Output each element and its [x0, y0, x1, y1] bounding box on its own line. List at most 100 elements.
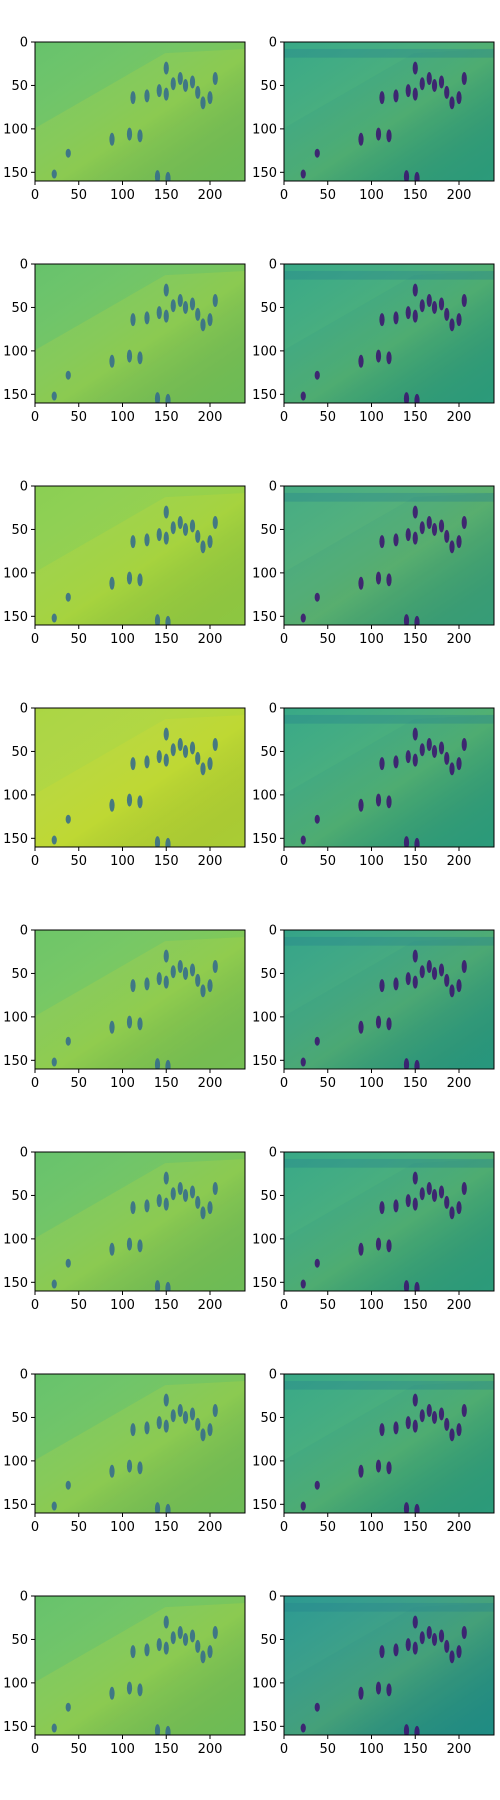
- figure-blob: [165, 393, 171, 403]
- figure-blob: [426, 959, 432, 973]
- figure-blob: [144, 89, 150, 103]
- y-tick-label: 0: [20, 480, 28, 495]
- figure-blob: [438, 1407, 445, 1421]
- y-tick-label: 150: [252, 166, 277, 181]
- figure-blob: [414, 1725, 420, 1735]
- figure-blob: [200, 96, 206, 110]
- heatmap-image: [35, 1596, 245, 1735]
- panel-r5-c2: 0 50 100 150 200 0 50 100 150: [252, 924, 495, 1091]
- figure-blob: [170, 77, 176, 91]
- figure-blob: [212, 737, 218, 751]
- y-tick-label: 0: [20, 1146, 28, 1161]
- figure-blob: [51, 613, 57, 623]
- y-tick-label: 100: [252, 1454, 277, 1469]
- figure-blob: [144, 533, 150, 547]
- figure-blob: [414, 171, 420, 181]
- x-tick-label: 0: [280, 410, 288, 425]
- figure-blob: [431, 966, 438, 980]
- axes-frame: [34, 1151, 246, 1292]
- figure-blob: [109, 354, 115, 368]
- y-tick-label: 100: [3, 122, 28, 137]
- figure-blob: [144, 1643, 150, 1657]
- heatmap-image: [284, 1596, 494, 1735]
- x-tick-label: 100: [359, 1298, 384, 1313]
- x-tick-label: 200: [447, 1520, 472, 1535]
- figure-blob: [431, 522, 438, 536]
- axes-frame: [34, 1373, 246, 1514]
- x-tick-label: 0: [280, 188, 288, 203]
- figure-blob: [403, 1502, 410, 1513]
- figure-blob: [412, 1197, 418, 1211]
- figure-blob: [414, 393, 420, 403]
- figure-blob: [419, 77, 425, 91]
- figure-blob: [393, 1421, 399, 1435]
- figure-blob: [414, 1503, 420, 1513]
- figure-blob: [444, 307, 450, 321]
- image-shading: [284, 1152, 494, 1291]
- figure-blob: [154, 614, 161, 625]
- heatmap-image: [35, 1152, 245, 1291]
- x-tick-label: 50: [70, 1520, 87, 1535]
- x-tick-label: 100: [359, 1742, 384, 1757]
- figure-blob: [375, 1681, 382, 1695]
- figure-blob: [65, 370, 71, 380]
- x-tick-label: 100: [110, 410, 135, 425]
- x-tick-label: 150: [154, 854, 179, 869]
- figure-blob: [163, 531, 169, 545]
- x-tick-label: 150: [403, 854, 428, 869]
- figure-blob: [456, 535, 462, 549]
- figure-blob: [156, 528, 162, 542]
- x-tick-label: 200: [447, 1076, 472, 1091]
- axes-frame: [34, 1595, 246, 1736]
- axes-frame: [34, 707, 246, 848]
- figure-blob: [51, 1501, 57, 1511]
- figure-blob: [412, 1393, 418, 1407]
- figure-blob: [163, 1419, 169, 1433]
- panel-r4-c1: 0 50 100 150 200 0 50 100 150: [3, 702, 246, 869]
- figure-blob: [456, 1645, 462, 1659]
- x-tick-label: 50: [70, 632, 87, 647]
- figure-blob: [109, 1020, 115, 1034]
- figure-blob: [386, 129, 392, 143]
- x-tick-label: 150: [154, 188, 179, 203]
- figure-blob: [412, 283, 418, 297]
- panel-r4-c2: 0 50 100 150 200 0 50 100 150: [252, 702, 495, 869]
- x-tick-label: 50: [319, 632, 336, 647]
- figure-blob: [212, 293, 218, 307]
- figure-blob: [212, 515, 218, 529]
- figure-blob: [426, 293, 432, 307]
- figure-blob: [51, 391, 57, 401]
- heatmap-image: [284, 42, 494, 181]
- figure-blob: [182, 1188, 189, 1202]
- figure-blob: [449, 96, 455, 110]
- figure-blob: [405, 528, 411, 542]
- figure-blob: [300, 835, 306, 845]
- figure-blob: [109, 1464, 115, 1478]
- figure-blob: [207, 313, 213, 327]
- y-tick-label: 150: [3, 1720, 28, 1735]
- x-tick-label: 100: [359, 1076, 384, 1091]
- y-tick-label: 150: [3, 1276, 28, 1291]
- figure-blob: [300, 1723, 306, 1733]
- y-tick-label: 150: [252, 1498, 277, 1513]
- figure-blob: [130, 313, 136, 327]
- y-tick-label: 150: [252, 388, 277, 403]
- figure-blob: [177, 959, 183, 973]
- figure-blob: [456, 979, 462, 993]
- y-tick-label: 0: [20, 702, 28, 717]
- figure-blob: [163, 283, 169, 297]
- x-tick-label: 100: [359, 188, 384, 203]
- figure-blob: [405, 750, 411, 764]
- x-tick-label: 150: [403, 1298, 428, 1313]
- figure-blob: [314, 814, 320, 824]
- figure-blob: [456, 91, 462, 105]
- figure-blob: [414, 615, 420, 625]
- image-shading: [35, 264, 245, 403]
- y-tick-label: 0: [269, 36, 277, 51]
- figure-blob: [449, 1206, 455, 1220]
- x-tick-label: 0: [280, 632, 288, 647]
- figure-blob: [177, 737, 183, 751]
- figure-blob: [182, 300, 189, 314]
- figure-blob: [405, 972, 411, 986]
- y-tick-label: 100: [3, 1232, 28, 1247]
